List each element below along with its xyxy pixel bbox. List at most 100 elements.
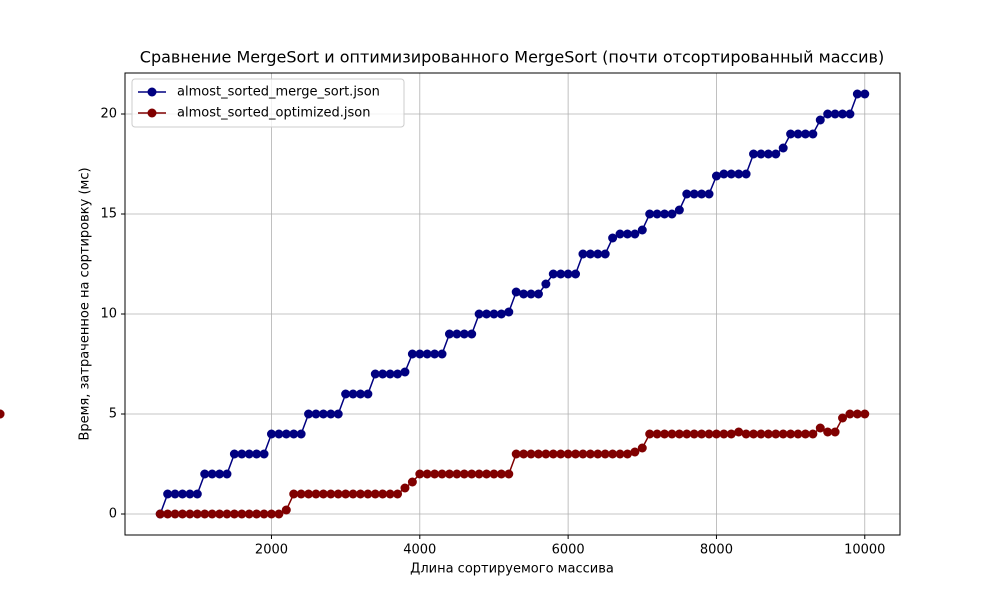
marker xyxy=(385,489,395,499)
marker xyxy=(860,409,870,419)
marker xyxy=(652,429,662,439)
y-tick-label: 5 xyxy=(109,407,117,422)
marker xyxy=(341,389,351,399)
marker xyxy=(274,429,284,439)
marker xyxy=(244,449,254,459)
marker xyxy=(845,409,855,419)
marker xyxy=(222,509,232,519)
marker xyxy=(593,449,603,459)
marker xyxy=(400,367,410,377)
marker xyxy=(719,429,729,439)
marker xyxy=(704,429,714,439)
marker xyxy=(170,509,180,519)
marker xyxy=(749,149,759,159)
marker xyxy=(326,489,336,499)
marker xyxy=(630,447,640,457)
marker xyxy=(652,209,662,219)
marker xyxy=(207,509,217,519)
marker xyxy=(192,489,202,499)
marker xyxy=(355,389,365,399)
marker xyxy=(763,429,773,439)
marker xyxy=(266,509,276,519)
marker xyxy=(660,429,670,439)
marker xyxy=(163,509,173,519)
x-tick-label: 10000 xyxy=(844,543,885,558)
marker xyxy=(207,469,217,479)
marker xyxy=(341,489,351,499)
marker xyxy=(415,349,425,359)
marker xyxy=(348,389,358,399)
marker xyxy=(407,477,417,487)
marker xyxy=(304,409,314,419)
marker xyxy=(185,489,195,499)
marker xyxy=(0,409,5,419)
marker xyxy=(192,509,202,519)
marker xyxy=(437,349,447,359)
marker xyxy=(422,469,432,479)
marker xyxy=(311,489,321,499)
marker xyxy=(378,489,388,499)
marker xyxy=(808,129,818,139)
plot-frame xyxy=(124,72,901,536)
marker xyxy=(170,489,180,499)
y-axis-label: Время, затраченное на сортировку (мс) xyxy=(78,167,93,440)
marker xyxy=(860,89,870,99)
marker xyxy=(511,449,521,459)
marker xyxy=(244,509,254,519)
marker xyxy=(489,309,499,319)
x-tick-label: 8000 xyxy=(700,543,733,558)
marker xyxy=(363,489,373,499)
marker xyxy=(734,169,744,179)
marker xyxy=(318,409,328,419)
marker xyxy=(645,209,655,219)
marker xyxy=(533,289,543,299)
marker xyxy=(682,189,692,199)
x-tick-label: 2000 xyxy=(255,543,288,558)
marker xyxy=(222,469,232,479)
marker xyxy=(741,169,751,179)
legend-marker xyxy=(147,108,157,118)
marker xyxy=(185,509,195,519)
y-tick-label: 10 xyxy=(100,307,117,322)
marker xyxy=(378,369,388,379)
marker xyxy=(571,269,581,279)
marker xyxy=(556,449,566,459)
marker xyxy=(407,349,417,359)
marker xyxy=(333,409,343,419)
marker xyxy=(511,287,521,297)
marker xyxy=(489,469,499,479)
y-tick-label: 15 xyxy=(100,207,117,222)
marker xyxy=(563,449,573,459)
legend-box xyxy=(131,78,405,128)
marker xyxy=(793,129,803,139)
marker xyxy=(296,429,306,439)
marker xyxy=(393,369,403,379)
marker xyxy=(318,489,328,499)
marker xyxy=(177,509,187,519)
marker xyxy=(756,149,766,159)
marker xyxy=(266,429,276,439)
marker xyxy=(459,329,469,339)
series-line xyxy=(160,413,865,515)
marker xyxy=(719,169,729,179)
marker xyxy=(333,489,343,499)
marker xyxy=(578,449,588,459)
marker xyxy=(771,149,781,159)
marker xyxy=(689,429,699,439)
marker xyxy=(622,229,632,239)
marker xyxy=(830,109,840,119)
marker xyxy=(452,469,462,479)
marker xyxy=(749,429,759,439)
marker xyxy=(482,469,492,479)
marker xyxy=(697,189,707,199)
marker xyxy=(326,409,336,419)
marker xyxy=(504,307,514,317)
marker xyxy=(593,249,603,259)
marker xyxy=(711,171,721,181)
marker xyxy=(697,429,707,439)
marker xyxy=(800,129,810,139)
marker xyxy=(615,449,625,459)
marker xyxy=(496,309,506,319)
marker xyxy=(637,225,647,235)
marker xyxy=(541,279,551,289)
